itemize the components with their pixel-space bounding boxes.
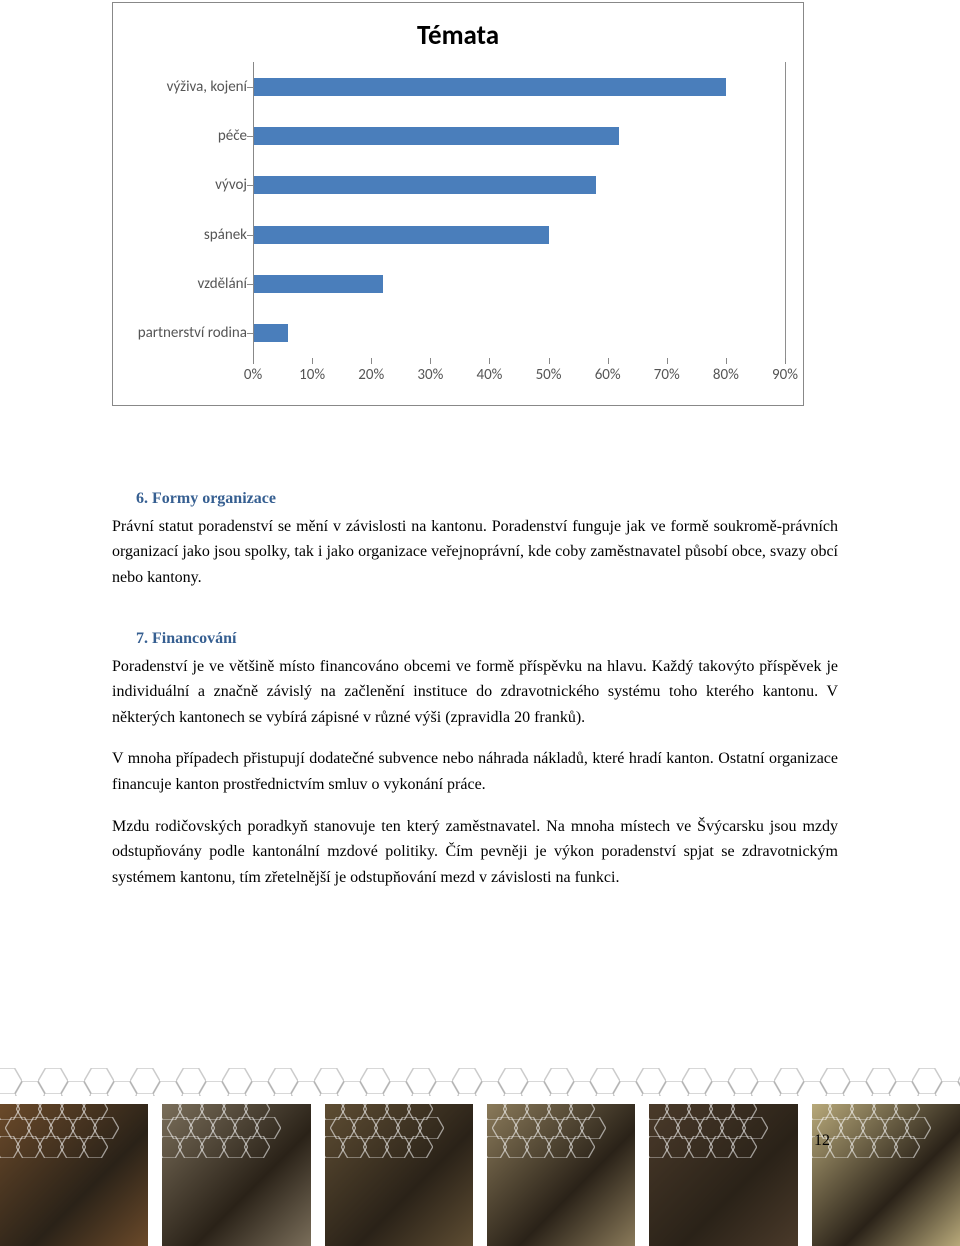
- page-number: 12: [814, 1132, 830, 1150]
- chart-y-label: vývoj: [121, 176, 247, 194]
- chart-gridline: [253, 62, 254, 358]
- chart-bar: [253, 226, 549, 244]
- chart-y-label: péče: [121, 127, 247, 145]
- chart-x-label: 90%: [772, 366, 798, 384]
- chart-x-tick: [785, 358, 786, 364]
- chart-x-label: 50%: [536, 366, 562, 384]
- chart-x-label: 30%: [417, 366, 443, 384]
- footer-hex-border: [0, 1064, 960, 1096]
- section-7-heading: 7. Financování: [112, 626, 838, 652]
- chart-x-tick: [312, 358, 313, 364]
- chart-y-label: spánek: [121, 226, 247, 244]
- chart-body: výživa, kojení péče vývoj spánek vzdělání par…: [113, 62, 803, 392]
- section-7-p1: Poradenství je ve většině místo financov…: [112, 654, 838, 731]
- section-7-title: Financování: [152, 630, 236, 647]
- chart-gridline: [785, 62, 786, 358]
- footer-thumbnail: [812, 1104, 960, 1246]
- chart-y-tick: [247, 235, 253, 236]
- hex-icon: [935, 1081, 960, 1096]
- footer-thumbnails: [0, 1104, 960, 1246]
- chart-bars: [253, 62, 783, 358]
- chart-y-label: partnerství rodina: [121, 324, 247, 342]
- footer-thumbnail-hex-overlay: [0, 1104, 148, 1246]
- chart-y-label: výživa, kojení: [121, 78, 247, 96]
- chart-x-label: 40%: [476, 366, 502, 384]
- chart-x-label: 60%: [595, 366, 621, 384]
- footer-thumbnail-hex-overlay: [487, 1104, 635, 1246]
- chart-container: Témata výživa, kojení péče vývoj spánek vzdě…: [112, 2, 804, 406]
- chart-x-label: 70%: [654, 366, 680, 384]
- chart-y-labels: výživa, kojení péče vývoj spánek vzdělání par…: [121, 62, 247, 358]
- footer-thumbnail: [649, 1104, 797, 1246]
- chart-bar: [253, 275, 383, 293]
- chart-y-tick: [247, 87, 253, 88]
- section-7: 7. Financování Poradenství je ve většině…: [112, 626, 838, 906]
- chart-x-tick: [608, 358, 609, 364]
- chart-bar: [253, 324, 288, 342]
- footer-thumbnail: [487, 1104, 635, 1246]
- chart-x-tick: [371, 358, 372, 364]
- chart-bar: [253, 176, 596, 194]
- chart-x-tick: [726, 358, 727, 364]
- footer-thumbnail: [325, 1104, 473, 1246]
- footer-thumbnail-hex-overlay: [162, 1104, 310, 1246]
- chart-bar: [253, 127, 619, 145]
- footer-thumbnail-hex-overlay: [649, 1104, 797, 1246]
- chart-x-label: 20%: [358, 366, 384, 384]
- chart-y-tick: [247, 136, 253, 137]
- footer-thumbnail-hex-overlay: [325, 1104, 473, 1246]
- chart-plot-area: [253, 62, 783, 358]
- chart-y-tick: [247, 333, 253, 334]
- section-7-p2: V mnoha případech přistupují dodatečné s…: [112, 746, 838, 797]
- chart-bar: [253, 78, 726, 96]
- section-6-heading: 6. Formy organizace: [112, 486, 838, 512]
- footer-thumbnail: [0, 1104, 148, 1246]
- chart-x-tick: [430, 358, 431, 364]
- chart-y-tick: [247, 284, 253, 285]
- chart-title: Témata: [113, 3, 803, 62]
- footer-thumbnail-hex-overlay: [812, 1104, 960, 1246]
- chart-x-tick: [253, 358, 254, 364]
- section-6-body: Právní statut poradenství se mění v závi…: [112, 514, 838, 591]
- chart-x-labels: 0%10%20%30%40%50%60%70%80%90%: [253, 366, 783, 386]
- section-7-p3: Mzdu rodičovských poradkyň stanovuje ten…: [112, 814, 838, 891]
- chart-x-label: 0%: [244, 366, 262, 384]
- chart-x-tick: [549, 358, 550, 364]
- section-6: 6. Formy organizace Právní statut porade…: [112, 486, 838, 606]
- chart-y-label: vzdělání: [121, 275, 247, 293]
- chart-x-tick: [667, 358, 668, 364]
- chart-x-label: 80%: [713, 366, 739, 384]
- section-6-num: 6.: [136, 490, 148, 507]
- chart-x-label: 10%: [299, 366, 325, 384]
- page-footer: 12: [0, 1076, 960, 1246]
- section-7-num: 7.: [136, 630, 148, 647]
- footer-thumbnail: [162, 1104, 310, 1246]
- chart-x-tick: [489, 358, 490, 364]
- section-6-title: Formy organizace: [152, 490, 276, 507]
- chart-y-tick: [247, 185, 253, 186]
